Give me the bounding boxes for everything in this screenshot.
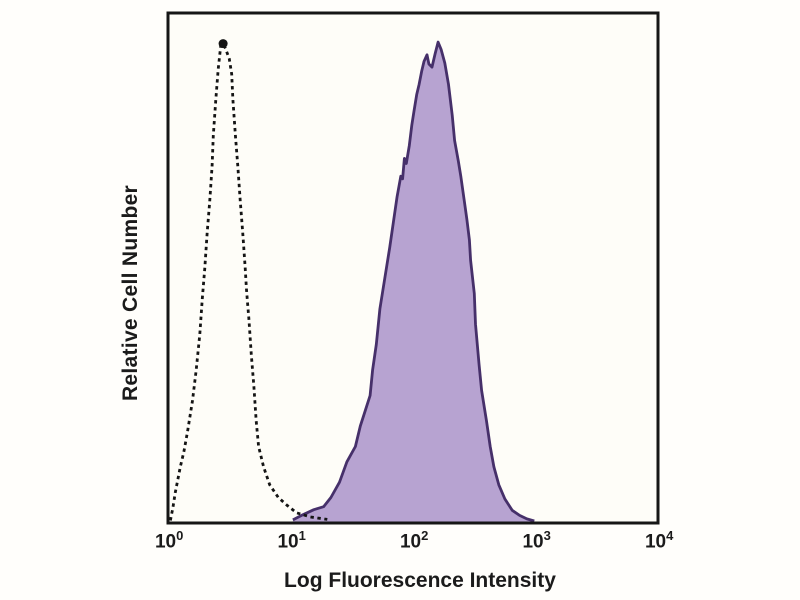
x-tick-label-4: 104 bbox=[645, 529, 673, 553]
x-tick-exponent: 1 bbox=[298, 528, 306, 543]
stained-curve-outline bbox=[292, 40, 535, 523]
x-tick-exponent: 0 bbox=[176, 528, 184, 543]
x-tick-base: 10 bbox=[154, 531, 177, 553]
x-tick-label-3: 103 bbox=[522, 529, 550, 553]
x-tick-label-1: 101 bbox=[277, 529, 305, 553]
control-peak-marker bbox=[218, 39, 228, 49]
control-curve-dashed bbox=[169, 42, 328, 521]
x-tick-base: 10 bbox=[522, 531, 544, 553]
x-tick-exponent: 3 bbox=[543, 528, 551, 543]
x-tick-label-2: 102 bbox=[400, 529, 428, 553]
x-axis-title: Log Fluorescence Intensity bbox=[284, 569, 556, 592]
y-axis-title: Relative Cell Number bbox=[119, 184, 142, 402]
x-tick-base: 10 bbox=[277, 531, 299, 553]
x-tick-base: 10 bbox=[399, 531, 422, 553]
x-tick-base: 10 bbox=[644, 531, 667, 553]
x-tick-label-0: 100 bbox=[155, 529, 183, 553]
stained-area-fill bbox=[292, 42, 535, 523]
x-tick-exponent: 4 bbox=[666, 528, 674, 543]
x-tick-exponent: 2 bbox=[421, 528, 429, 543]
plot-box-border bbox=[166, 11, 660, 525]
